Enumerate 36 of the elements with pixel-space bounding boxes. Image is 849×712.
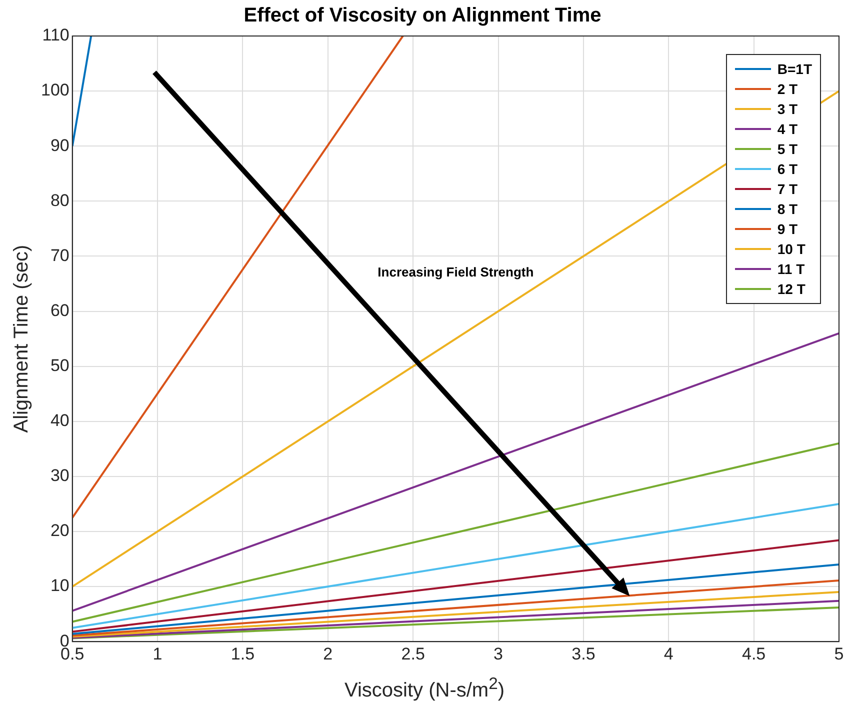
annotation: Increasing Field Strength	[378, 264, 534, 280]
x-tick-label: 2	[323, 644, 333, 664]
y-tick-label: 50	[50, 356, 70, 376]
y-tick-label: 10	[50, 576, 70, 596]
x-tick-label: 3.5	[572, 644, 596, 664]
y-tick-label: 40	[50, 411, 70, 430]
legend-label: 2 T	[777, 81, 798, 97]
chart-title: Effect of Viscosity on Alignment Time	[244, 4, 602, 27]
x-tick-label: 2.5	[401, 644, 425, 664]
legend-label: 10 T	[777, 241, 806, 257]
y-tick-label: 100	[40, 80, 70, 100]
y-tick-label: 30	[50, 466, 70, 486]
y-tick-label: 20	[50, 521, 70, 540]
legend-label: 11 T	[777, 261, 805, 277]
legend-label: 8 T	[777, 201, 798, 217]
x-tick-label: 3	[494, 644, 504, 664]
x-tick-label: 4.5	[742, 644, 766, 664]
legend-label: 5 T	[777, 141, 798, 157]
x-tick-label: 4	[664, 644, 674, 664]
legend-label: 7 T	[777, 181, 798, 197]
legend-label: 6 T	[777, 161, 798, 177]
y-axis-title: Alignment Time (sec)	[10, 244, 33, 433]
y-tick-label: 110	[42, 26, 70, 45]
x-tick-label: 1	[152, 644, 162, 664]
x-tick-label: 5	[834, 644, 844, 664]
y-tick-label: 60	[50, 300, 70, 320]
legend-label: 4 T	[777, 121, 798, 137]
x-tick-label: 1.5	[230, 644, 255, 664]
legend-label: 9 T	[777, 221, 798, 237]
legend-label: 3 T	[777, 101, 798, 117]
y-tick-label: 90	[50, 136, 70, 155]
y-tick-label: 80	[50, 190, 70, 210]
y-tick-label: 70	[50, 246, 70, 265]
x-axis-title: Viscosity (N-s/m$^{2}$)	[343, 674, 506, 702]
legend-label: 12 T	[777, 281, 806, 297]
legend-label: B=1T	[777, 61, 812, 77]
